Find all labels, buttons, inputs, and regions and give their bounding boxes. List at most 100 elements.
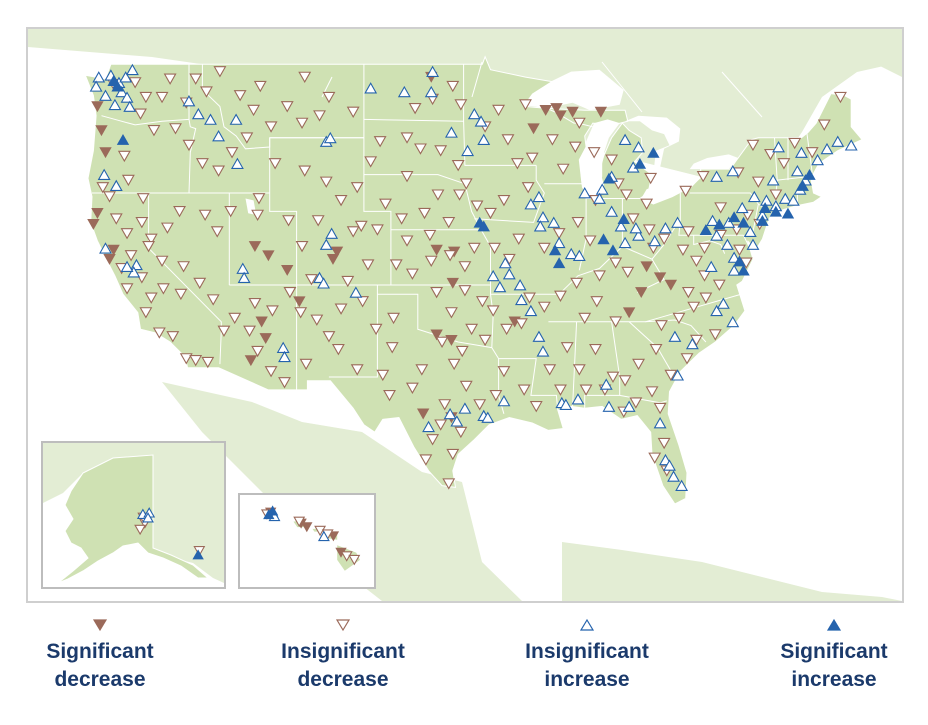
us-insignificant-decrease-station xyxy=(295,117,309,130)
us-insignificant-decrease-station xyxy=(777,158,791,170)
us-insignificant-decrease-station xyxy=(200,86,213,98)
us-insignificant-decrease-station xyxy=(619,189,633,201)
us-insignificant-increase-station xyxy=(108,98,122,111)
us-insignificant-decrease-station xyxy=(492,104,506,117)
us-insignificant-increase-station xyxy=(653,417,667,429)
us-insignificant-decrease-station xyxy=(570,277,584,290)
us-insignificant-decrease-station xyxy=(664,369,678,382)
us-insignificant-decrease-station xyxy=(152,327,166,339)
us-significant-decrease-station xyxy=(281,265,294,276)
us-insignificant-decrease-station xyxy=(179,353,193,365)
us-insignificant-decrease-station xyxy=(698,270,711,282)
us-insignificant-increase-station xyxy=(127,266,141,278)
great-lake-4 xyxy=(689,154,739,170)
us-insignificant-decrease-station xyxy=(587,147,601,159)
us-insignificant-increase-station xyxy=(746,238,760,250)
us-insignificant-decrease-station xyxy=(478,334,492,347)
us-insignificant-decrease-station xyxy=(529,401,543,413)
us-insignificant-increase-station xyxy=(237,271,251,284)
us-insignificant-decrease-station xyxy=(350,364,364,376)
us-insignificant-decrease-station xyxy=(554,384,567,396)
us-insignificant-decrease-station xyxy=(189,73,203,85)
us-insignificant-increase-station xyxy=(99,89,112,101)
us-insignificant-increase-station xyxy=(811,153,825,166)
us-insignificant-decrease-station xyxy=(294,307,308,319)
us-insignificant-increase-station xyxy=(726,164,740,177)
us-insignificant-increase-station xyxy=(710,229,724,241)
us-insignificant-decrease-station xyxy=(280,101,294,113)
us-insignificant-increase-station xyxy=(727,264,741,276)
us-insignificant-decrease-station xyxy=(442,217,456,229)
us-insignificant-decrease-station xyxy=(571,217,585,229)
us-significant-increase-station xyxy=(602,172,616,184)
us-significant-decrease-station xyxy=(430,329,443,341)
us-insignificant-decrease-station xyxy=(268,158,282,170)
us-insignificant-increase-station xyxy=(477,133,491,146)
state-border-21 xyxy=(572,321,578,407)
us-insignificant-decrease-station xyxy=(210,226,224,238)
us-insignificant-increase-station xyxy=(595,183,609,195)
us-insignificant-decrease-station xyxy=(173,206,186,218)
us-insignificant-increase-station xyxy=(458,402,472,414)
us-significant-decrease-station xyxy=(326,254,340,265)
us-significant-increase-station xyxy=(781,207,795,219)
us-insignificant-decrease-station xyxy=(454,426,468,439)
us-insignificant-decrease-station xyxy=(198,209,212,222)
great-lake-2 xyxy=(625,115,681,173)
state-border-14 xyxy=(377,293,492,349)
state-border-30 xyxy=(678,193,744,236)
us-insignificant-decrease-station xyxy=(629,397,643,409)
us-insignificant-increase-station xyxy=(514,293,528,306)
us-insignificant-increase-station xyxy=(743,225,757,238)
us-insignificant-increase-station xyxy=(844,139,858,151)
us-insignificant-decrease-station xyxy=(649,344,663,356)
us-insignificant-decrease-station xyxy=(240,132,254,144)
us-insignificant-decrease-station xyxy=(356,296,370,308)
us-insignificant-decrease-station xyxy=(621,266,635,279)
us-insignificant-increase-station xyxy=(481,411,495,423)
us-insignificant-decrease-station xyxy=(415,364,429,376)
us-insignificant-decrease-station xyxy=(155,255,169,268)
us-significant-decrease-station xyxy=(550,103,563,115)
us-insignificant-decrease-station xyxy=(418,207,431,220)
us-insignificant-decrease-station xyxy=(243,325,256,337)
us-insignificant-decrease-station xyxy=(572,364,586,376)
us-insignificant-increase-station xyxy=(552,236,566,249)
us-insignificant-increase-station xyxy=(444,126,458,138)
us-insignificant-decrease-station xyxy=(446,448,460,461)
hi-significant-decrease-station xyxy=(301,522,313,533)
us-insignificant-decrease-station xyxy=(579,384,593,396)
us-significant-decrease-station xyxy=(416,408,430,420)
us-significant-decrease-station xyxy=(446,277,459,289)
us-insignificant-increase-station xyxy=(778,192,792,204)
us-insignificant-increase-station xyxy=(443,407,457,420)
us-significant-decrease-station xyxy=(653,272,667,284)
us-insignificant-increase-station xyxy=(397,85,411,98)
us-insignificant-decrease-station xyxy=(578,312,592,325)
us-insignificant-decrease-station xyxy=(626,213,640,225)
us-insignificant-decrease-station xyxy=(341,275,355,288)
us-insignificant-increase-station xyxy=(663,459,676,471)
us-insignificant-decrease-station xyxy=(96,182,110,194)
us-insignificant-increase-station xyxy=(536,210,550,223)
us-insignificant-increase-station xyxy=(605,205,619,217)
us-insignificant-decrease-station xyxy=(310,314,324,326)
us-insignificant-decrease-station xyxy=(120,228,134,240)
us-insignificant-increase-station xyxy=(502,268,516,280)
us-insignificant-decrease-station xyxy=(189,355,203,367)
canada-landmass-inset xyxy=(43,443,224,583)
us-insignificant-decrease-station xyxy=(400,132,414,144)
ak-insignificant-decrease-station xyxy=(193,546,206,557)
us-insignificant-increase-station xyxy=(97,168,111,180)
us-significant-decrease-station xyxy=(594,106,608,118)
us-insignificant-decrease-station xyxy=(653,402,667,415)
us-insignificant-decrease-station xyxy=(426,434,440,446)
us-insignificant-decrease-station xyxy=(751,176,765,188)
filled-down-triangle-icon xyxy=(92,619,108,632)
hi-significant-increase-station xyxy=(266,505,279,516)
us-insignificant-decrease-station xyxy=(714,202,728,214)
us-significant-increase-station xyxy=(737,264,750,276)
us-insignificant-decrease-station xyxy=(453,189,466,201)
us-insignificant-increase-station xyxy=(786,194,800,206)
us-insignificant-decrease-station xyxy=(632,358,645,371)
